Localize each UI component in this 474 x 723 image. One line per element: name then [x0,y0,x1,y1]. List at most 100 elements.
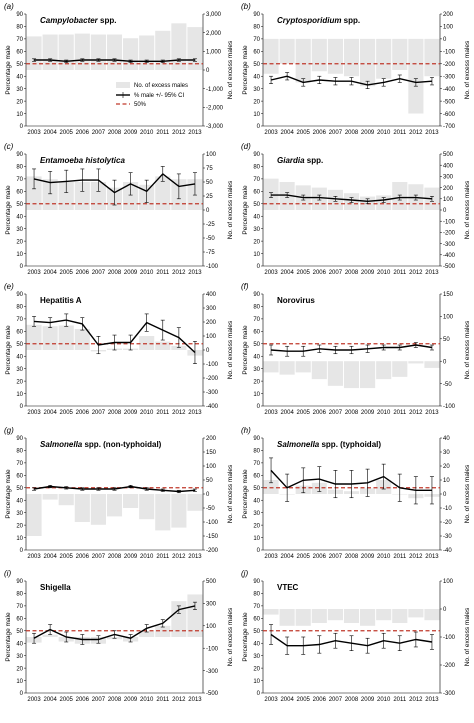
y-tick-label: 60 [16,190,23,196]
excess-bar [279,361,295,375]
x-tick-label: 2011 [156,130,170,136]
y-tick-label: 0 [20,691,24,697]
chart-title-italic: Salmonella [40,440,83,449]
x-tick-label: 2005 [60,270,74,276]
y-tick-label: 80 [16,449,23,455]
chart-title: Hepatitis A [40,296,82,305]
x-tick-label: 2010 [377,697,391,703]
chart-title-italic: Cryptosporidium [277,16,341,25]
x-tick-label: 2006 [76,130,90,136]
chart-title-rest: spp. [305,156,324,165]
x-tick-label: 2008 [108,554,122,560]
x-tick-label: 2013 [425,270,439,276]
excess-bar [311,38,327,72]
pct-male-line [270,344,433,352]
y-axis-title: Percentage male [5,469,12,519]
x-tick-label: 2005 [60,554,74,560]
x-tick-label: 2008 [345,410,359,416]
excess-bar [408,38,424,114]
x-tick-label: 2006 [313,410,327,416]
x-tick-label: 2009 [124,697,138,703]
chart-title-rest: Hepatitis A [40,296,82,305]
y-tick-label: 50 [16,62,23,68]
y-tick-label: 60 [16,617,23,623]
y2-tick-label: -30 [443,534,452,540]
y2-axis-title: No. of excess males [464,40,471,99]
pct-male-line [271,194,433,203]
y-tick-label: 90 [16,292,23,298]
x-tick-label: 2006 [76,697,90,703]
excess-bar [42,494,58,500]
excess-bar [343,361,360,389]
x-tick-label: 2004 [280,270,294,276]
x-tick-label: 2012 [409,270,423,276]
excess-bar [90,494,106,525]
x-tick-label: 2011 [393,697,407,703]
y2-tick-label: 20 [443,464,450,470]
excess-bar [74,494,90,522]
x-tick-label: 2011 [156,697,170,703]
excess-bar [74,33,90,70]
y2-tick-label: -1,000 [206,87,224,93]
y-tick-label: 60 [253,474,260,480]
y-tick-label: 20 [16,239,23,245]
y-tick-label: 30 [253,87,260,93]
y2-tick-label: 500 [443,152,454,158]
y-tick-label: 90 [253,12,260,18]
y2-tick-label: 2,000 [206,31,222,37]
y2-tick-label: 200 [443,186,454,192]
x-tick-label: 2009 [124,270,138,276]
y2-tick-label: -500 [443,264,456,270]
x-tick-label: 2008 [345,554,359,560]
y2-tick-label: -100 [206,362,219,368]
x-tick-label: 2010 [377,410,391,416]
y-tick-label: 40 [16,498,23,504]
x-tick-label: 2013 [425,410,439,416]
x-tick-label: 2006 [76,270,90,276]
excess-bar [155,341,171,350]
excess-bar [343,38,360,77]
x-tick-label: 2007 [329,697,343,703]
y-tick-label: 0 [257,124,261,130]
y2-tick-label: 75 [206,166,213,172]
excess-bar [187,494,203,511]
y-tick-label: 0 [20,404,24,410]
y2-tick-label: -100 [443,635,456,641]
y-axis-title: Percentage male [5,45,12,95]
y2-axis-title: No. of excess males [227,40,234,99]
x-tick-label: 2009 [124,554,138,560]
x-tick-label: 2013 [188,697,202,703]
x-tick-label: 2005 [297,270,311,276]
y-tick-label: 10 [253,536,260,542]
y2-tick-label: -2,000 [206,106,224,112]
y-tick-label: 90 [16,579,23,585]
excess-bar [58,182,74,210]
pct-male-line [270,469,432,491]
excess-bar [26,324,42,350]
excess-bar [279,38,295,64]
y2-tick-label: -300 [206,390,219,396]
excess-bar [376,361,392,380]
y2-tick-label: -50 [206,506,215,512]
y2-axis-title: No. of excess males [227,180,234,239]
excess-bar [155,176,171,210]
y-tick-label: 30 [16,87,23,93]
y-tick-label: 20 [16,99,23,105]
chart-title-italic: Campylobacter [40,16,99,25]
y2-tick-label: 3,000 [206,12,222,18]
x-tick-label: 2003 [264,554,278,560]
x-tick-label: 2013 [425,697,439,703]
x-tick-label: 2005 [60,697,74,703]
y-tick-label: 10 [16,536,23,542]
x-tick-label: 2007 [92,130,106,136]
y-tick-label: 0 [257,264,261,270]
y2-tick-label: 100 [443,579,454,585]
x-tick-label: 2012 [409,130,423,136]
y-tick-label: 30 [16,511,23,517]
y-tick-label: 0 [20,124,24,130]
x-tick-label: 2012 [172,130,186,136]
chart-panel-a: (a) 0 10 20 30 40 50 60 70 80 90 -3,000 -2,000 -1,000… [4,2,234,136]
y-axis-title: Percentage male [5,325,12,375]
y2-tick-label: -100 [206,520,219,526]
y2-tick-label: -200 [206,376,219,382]
